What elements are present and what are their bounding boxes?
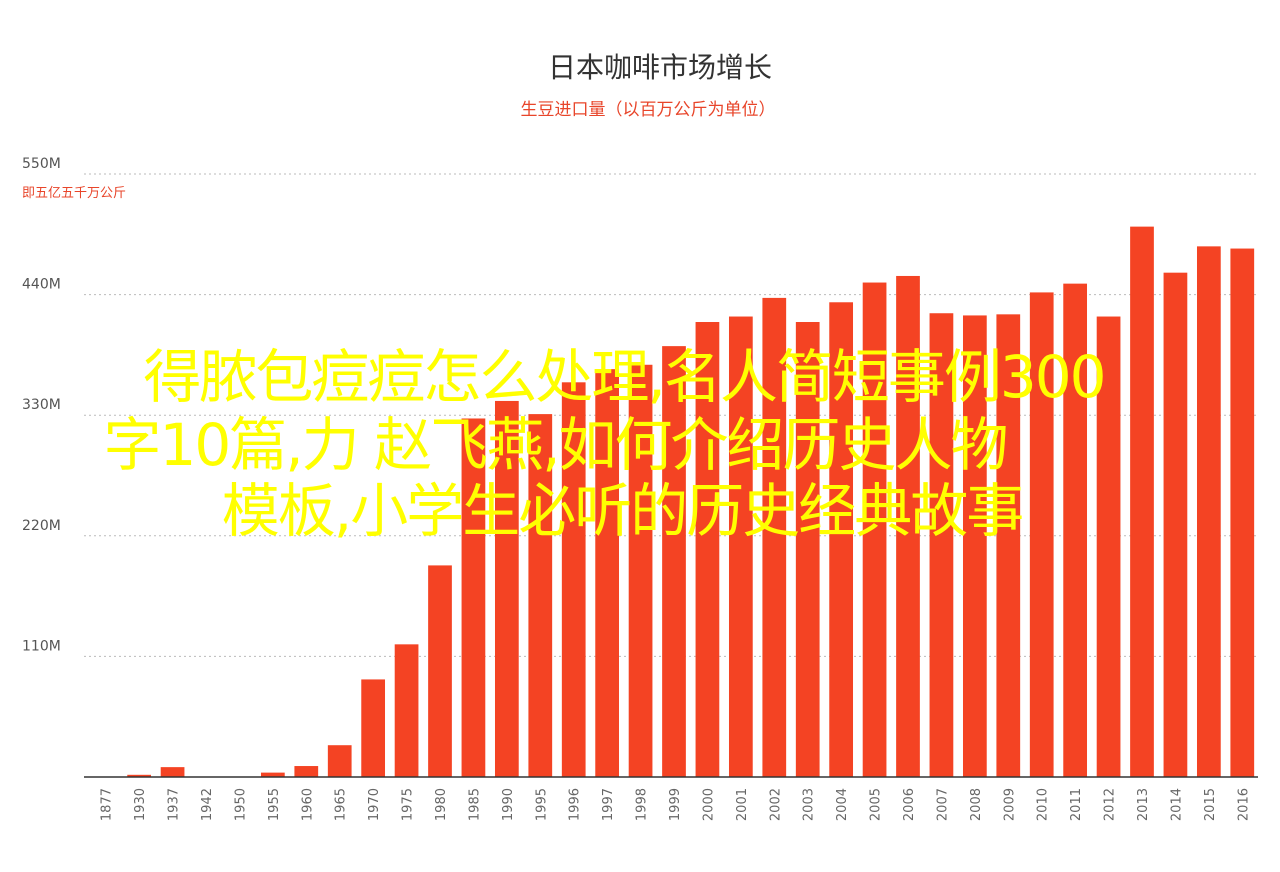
bar-2007 [929, 313, 954, 777]
x-tick-label: 1975 [401, 788, 416, 821]
bar-2003 [795, 322, 820, 777]
x-tick-label: 2000 [701, 788, 716, 821]
x-tick-label: 2002 [768, 788, 783, 821]
x-tick-label: 1980 [434, 788, 449, 821]
bar-1965 [327, 745, 352, 777]
bar-2004 [829, 302, 854, 777]
bar-1960 [294, 766, 319, 777]
chart-subtitle: 生豆进口量（以百万公斤为单位） [521, 100, 776, 120]
chart-title: 日本咖啡市场增长 [548, 51, 772, 84]
bar-1970 [361, 679, 386, 777]
bar-1995 [528, 414, 553, 777]
overlay-caption-line-3: 模板,小学生必听的历史经典故事 [221, 477, 1024, 545]
bar-1990 [494, 400, 519, 777]
x-tick-label: 2008 [969, 788, 984, 821]
x-tick-label: 2004 [835, 788, 850, 821]
bar-2009 [996, 314, 1021, 777]
y-tick-label: 110M [22, 638, 61, 654]
bar-2011 [1063, 283, 1088, 777]
x-tick-label: 1990 [501, 788, 516, 821]
overlay-caption-line-1: 得脓包痘痘怎么处理,名人简短事例300 [143, 343, 1106, 411]
bar-2001 [728, 316, 753, 777]
x-tick-label: 1999 [668, 788, 683, 821]
x-tick-label: 1937 [167, 788, 182, 821]
x-tick-label: 2014 [1169, 788, 1184, 821]
y-axis-note: 即五亿五千万公斤 [22, 186, 126, 201]
bar-1985 [461, 418, 486, 777]
bar-2013 [1130, 226, 1154, 777]
x-tick-label: 2016 [1236, 788, 1251, 821]
bar-2002 [762, 297, 787, 777]
bar-2008 [962, 315, 987, 777]
bar-1997 [595, 369, 620, 777]
x-tick-label: 2012 [1103, 788, 1118, 821]
bars [127, 226, 1255, 778]
x-tick-label: 2007 [935, 788, 950, 821]
bar-1980 [428, 565, 452, 777]
bar-1998 [628, 364, 653, 777]
x-tick-label: 2003 [802, 788, 817, 821]
x-tick-label: 2013 [1136, 788, 1151, 821]
x-tick-label: 1965 [334, 788, 349, 821]
x-tick-label: 1942 [200, 788, 215, 821]
x-tick-label: 2011 [1069, 788, 1084, 821]
x-tick-label: 2006 [902, 788, 917, 821]
x-tick-label: 1996 [568, 788, 583, 821]
x-tick-label: 1877 [100, 788, 115, 821]
bar-1975 [394, 644, 419, 777]
bar-2014 [1163, 272, 1188, 777]
bar-1930 [127, 774, 152, 777]
x-tick-label: 2010 [1036, 788, 1051, 821]
bar-1996 [561, 382, 586, 777]
x-tick-label: 1985 [467, 788, 482, 821]
x-tick-label: 1970 [367, 788, 382, 821]
x-tick-label: 2001 [735, 788, 750, 821]
x-tick-label: 2015 [1203, 788, 1218, 821]
bar-2006 [896, 275, 920, 777]
x-tick-label: 1930 [133, 788, 148, 821]
bar-2012 [1096, 316, 1121, 777]
bar-1937 [160, 767, 185, 777]
x-axis-labels: 1877 1930 1937 1942 1950 1955 1960 1965 1970 1975… [100, 788, 1252, 821]
x-tick-label: 1998 [635, 788, 650, 821]
bar-2016 [1230, 248, 1255, 777]
y-tick-label: 330M [22, 397, 61, 413]
x-tick-label: 1950 [233, 788, 248, 821]
bar-2015 [1196, 246, 1221, 778]
y-axis-labels: 110M 220M 330M 440M 550M [22, 156, 61, 654]
x-tick-label: 1955 [267, 788, 282, 821]
bar-1955 [260, 772, 285, 777]
bar-2005 [862, 282, 887, 777]
y-tick-label: 550M [22, 156, 61, 172]
y-tick-label: 220M [22, 518, 61, 534]
x-tick-label: 2009 [1002, 788, 1017, 821]
overlay-caption-line-2: 字10篇,力 赵飞燕,如何介绍历史人物 [103, 411, 1008, 479]
x-tick-label: 1997 [601, 788, 616, 821]
x-tick-label: 1995 [534, 788, 549, 821]
x-tick-label: 2005 [869, 788, 884, 821]
x-tick-label: 1960 [300, 788, 315, 821]
bar-1999 [662, 346, 686, 777]
bar-2000 [695, 322, 720, 777]
bar-2010 [1029, 292, 1054, 777]
y-tick-label: 440M [22, 277, 61, 293]
